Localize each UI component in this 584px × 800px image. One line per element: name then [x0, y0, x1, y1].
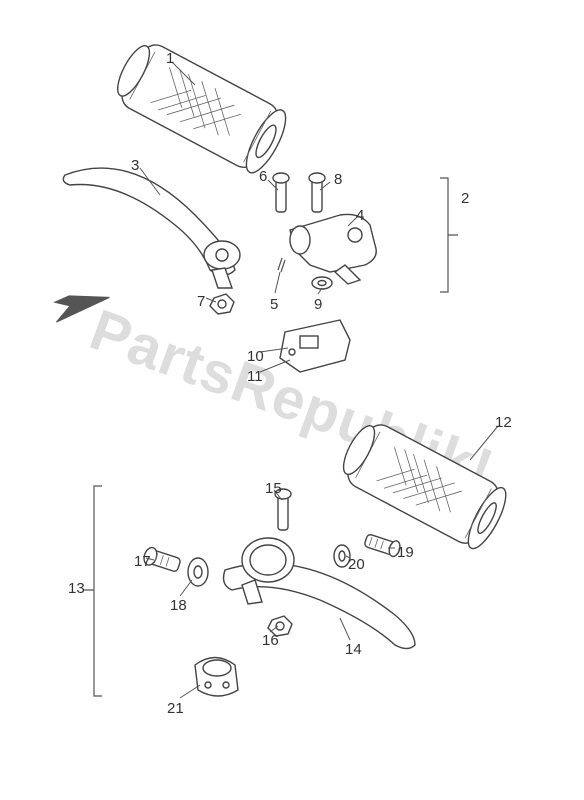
callout-10: 10 [247, 348, 264, 365]
callout-18: 18 [170, 597, 187, 614]
callout-1: 1 [166, 50, 174, 67]
part-nut-9 [312, 277, 332, 289]
direction-arrow [54, 292, 111, 322]
diagram-svg [0, 0, 584, 800]
callout-21: 21 [167, 700, 184, 717]
callout-19: 19 [397, 544, 414, 561]
part-lever-holder [290, 214, 376, 284]
callout-8: 8 [334, 171, 342, 188]
callout-9: 9 [314, 296, 322, 313]
callout-2: 2 [461, 190, 469, 207]
part-switch [280, 320, 350, 372]
part-right-grip [334, 415, 512, 553]
callout-20: 20 [348, 556, 365, 573]
part-brake-lever [224, 538, 415, 649]
callout-11: 11 [247, 368, 263, 385]
callout-12: 12 [495, 414, 512, 431]
bracket-group-13 [84, 486, 102, 696]
part-clutch-lever [63, 168, 240, 288]
part-nut-7 [210, 294, 234, 314]
callout-17: 17 [134, 553, 151, 570]
leader-lines [140, 62, 498, 698]
part-bolt-8 [309, 173, 325, 212]
part-bolt-6 [273, 173, 289, 212]
callout-15: 15 [265, 480, 282, 497]
callout-5: 5 [270, 296, 278, 313]
callout-7: 7 [197, 293, 205, 310]
callout-14: 14 [345, 641, 362, 658]
callout-13: 13 [68, 580, 85, 597]
bracket-group-2 [440, 178, 458, 292]
callout-16: 16 [262, 632, 279, 649]
part-clamp-cap [195, 658, 238, 697]
parts-diagram: PartsRepublik! [0, 0, 584, 800]
part-screw-5 [278, 258, 285, 272]
callout-3: 3 [131, 157, 139, 174]
callout-4: 4 [356, 207, 364, 224]
callout-6: 6 [259, 168, 267, 185]
